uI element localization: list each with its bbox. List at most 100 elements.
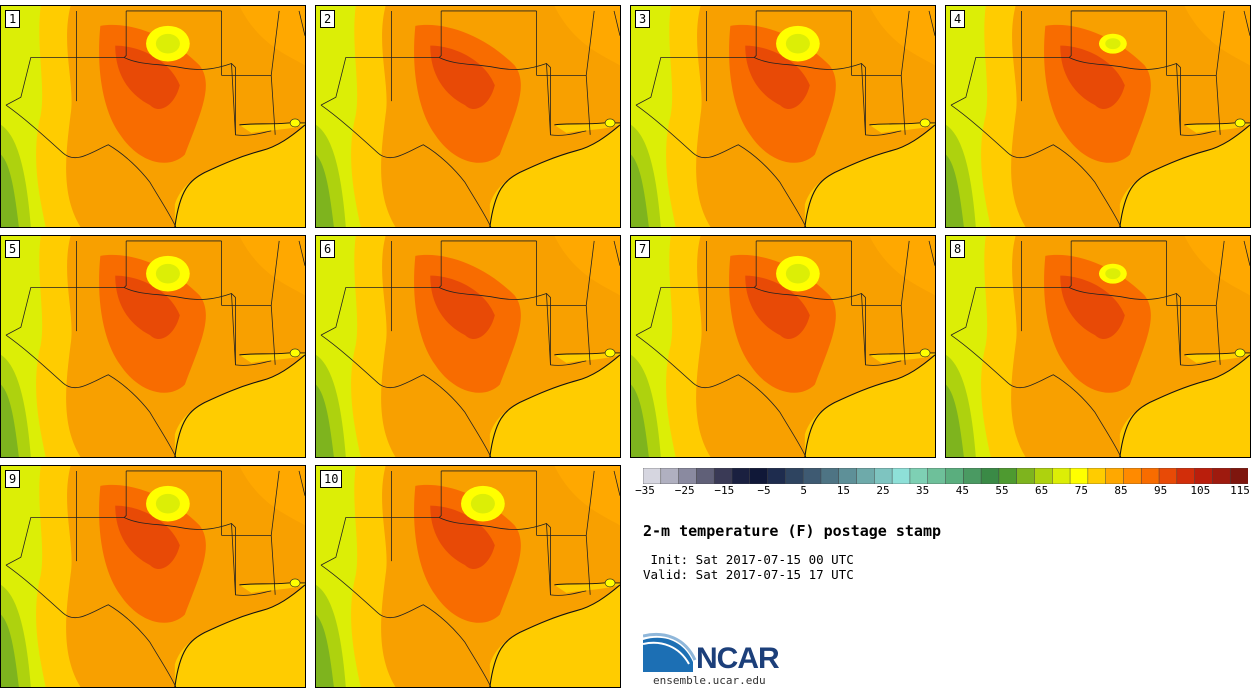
postage-stamp-7: 7 (630, 235, 936, 458)
colorbar-swatch (1105, 468, 1125, 484)
texas-border (635, 240, 807, 457)
hottest-zone (430, 275, 495, 339)
red-river-border (439, 287, 551, 365)
colorbar-swatch (713, 468, 733, 484)
colorbar-tick-label: −15 (714, 484, 735, 497)
hottest-zone (1060, 45, 1125, 109)
gulf-water-upper (239, 122, 305, 133)
coastline-la (554, 352, 620, 356)
texas-border (320, 240, 492, 457)
state-borders (391, 470, 620, 595)
southwest-coolest-zone (946, 384, 964, 457)
colorbar-tick-label: 75 (1074, 484, 1088, 497)
louisiana-border (231, 63, 272, 136)
colorbar-swatch (1176, 468, 1196, 484)
logo-name: NCAR (696, 642, 780, 675)
coastline-la (239, 352, 305, 356)
postage-stamp-4: 4 (945, 5, 1251, 228)
louisiana-border (231, 293, 272, 366)
coastline-la (1184, 352, 1250, 356)
colorbar-tick-label: −35 (635, 484, 655, 497)
stamp-number-label: 2 (320, 10, 336, 28)
colorbar-swatch (767, 468, 787, 484)
gulf-water-upper (869, 122, 935, 133)
coastline (174, 124, 305, 227)
coastline (174, 584, 305, 687)
lake-marker (919, 348, 931, 358)
colorbar-swatch (909, 468, 929, 484)
gulf-water (1119, 124, 1250, 227)
state-borders (391, 240, 620, 365)
colorbar-ticks: −35 −25 −15 −5 5 15 25 35 45 55 65 75 85 95 105 115 (635, 484, 1260, 500)
gulf-water-upper (554, 582, 620, 593)
texas-border (5, 470, 177, 687)
stamp-number-label: 1 (5, 10, 21, 28)
hottest-zone (1060, 275, 1125, 339)
louisiana-border (1176, 293, 1217, 366)
gulf-water (804, 124, 935, 227)
coastline-la (1184, 122, 1250, 126)
northeast-zone (554, 6, 620, 66)
coastline (1119, 354, 1250, 457)
colorbar-swatch (731, 468, 751, 484)
colorbar-swatch (785, 468, 804, 484)
colorbar-swatch (1087, 468, 1107, 484)
louisiana-border (861, 63, 902, 136)
gulf-water (1119, 354, 1250, 457)
postage-stamp-9: 9 (0, 465, 306, 688)
colorbar-swatch (749, 468, 769, 484)
coastline (489, 124, 620, 227)
northeast-zone (1184, 236, 1250, 296)
southwest-coolest-zone (946, 154, 964, 227)
gulf-water (174, 354, 305, 457)
red-river-border (439, 57, 551, 135)
gulf-water-upper (554, 122, 620, 133)
texas-border (950, 240, 1122, 457)
postage-stamp-2: 2 (315, 5, 621, 228)
gulf-water (174, 124, 305, 227)
gulf-water (174, 584, 305, 687)
red-river-border (124, 517, 236, 595)
stamp-number-label: 4 (950, 10, 966, 28)
hottest-zone (430, 505, 495, 569)
southwest-coolest-zone (1, 384, 19, 457)
coastline-la (239, 122, 305, 126)
colorbar-swatch (963, 468, 982, 484)
gulf-water (804, 354, 935, 457)
lake-marker (1234, 118, 1246, 128)
state-borders (1021, 10, 1250, 135)
colorbar-swatch (696, 468, 715, 484)
colorbar-tick-label: 105 (1190, 484, 1211, 497)
northeast-zone (239, 236, 305, 296)
gulf-water-upper (869, 352, 935, 363)
southwest-coolest-zone (316, 384, 334, 457)
louisiana-border (1176, 63, 1217, 136)
stamp-number-label: 5 (5, 240, 21, 258)
colorbar-swatch (1123, 468, 1142, 484)
colorbar-swatch (874, 468, 893, 484)
coastline-la (554, 122, 620, 126)
colorbar-swatch (678, 468, 698, 484)
colorbar-swatch (1140, 468, 1160, 484)
hottest-zone (115, 275, 180, 339)
colorbar-swatch (980, 468, 1000, 484)
temperature-map (631, 6, 935, 227)
colorbar-swatch (927, 468, 947, 484)
red-river-border (124, 287, 236, 365)
hottest-zone (430, 45, 495, 109)
colorbar-tick-label: 85 (1114, 484, 1128, 497)
texas-border (5, 10, 177, 227)
louisiana-border (546, 63, 587, 136)
texas-border (320, 470, 492, 687)
louisiana-border (861, 293, 902, 366)
coastline (489, 584, 620, 687)
temperature-map (1, 466, 305, 687)
northeast-zone (554, 236, 620, 296)
colorbar-swatch (1052, 468, 1071, 484)
coastline (804, 354, 935, 457)
stamp-number-label: 9 (5, 470, 21, 488)
northeast-zone (554, 466, 620, 526)
stamp-number-label: 6 (320, 240, 336, 258)
cool-spot-inner (470, 493, 495, 514)
colorbar-swatches (643, 468, 1248, 484)
